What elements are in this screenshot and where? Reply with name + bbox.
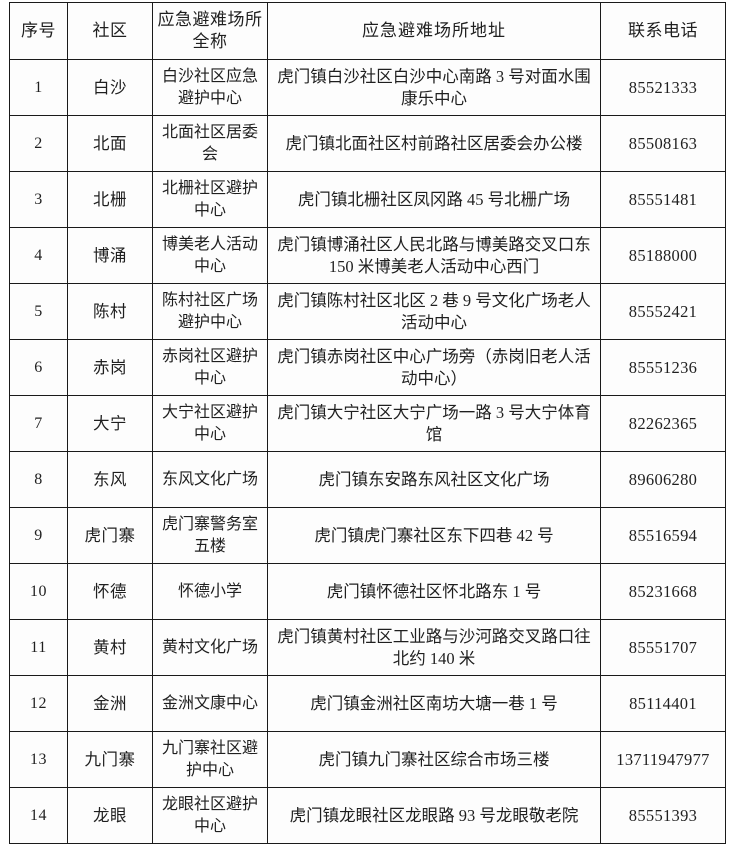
- row-contact-phone: 85231668: [600, 563, 726, 620]
- row-index: 14: [9, 787, 68, 844]
- row-shelter-name: 东风文化广场: [152, 451, 268, 508]
- table-header-row: 序号 社区 应急避难场所全称 应急避难场所地址 联系电话: [9, 2, 726, 60]
- row-shelter-name: 龙眼社区避护中心: [152, 787, 268, 844]
- column-header-shelter-name: 应急避难场所全称: [152, 2, 268, 60]
- column-header-community: 社区: [67, 2, 153, 60]
- row-index: 13: [9, 731, 68, 788]
- row-shelter-name: 虎门寨警务室五楼: [152, 507, 268, 564]
- table-row: 11 黄村 黄村文化广场 虎门镇黄村社区工业路与沙河路交叉路口往北约 140 米 855…: [9, 619, 726, 676]
- row-index: 6: [9, 339, 68, 396]
- row-community: 黄村: [67, 619, 153, 676]
- row-index: 9: [9, 507, 68, 564]
- row-shelter-name: 金洲文康中心: [152, 675, 268, 732]
- table-row: 4 博涌 博美老人活动中心 虎门镇博涌社区人民北路与博美路交叉口东 150 米博美老人…: [9, 227, 726, 284]
- row-shelter-address: 虎门镇北面社区村前路社区居委会办公楼: [267, 115, 601, 172]
- row-community: 博涌: [67, 227, 153, 284]
- row-community: 赤岗: [67, 339, 153, 396]
- row-index: 8: [9, 451, 68, 508]
- table-row: 14 龙眼 龙眼社区避护中心 虎门镇龙眼社区龙眼路 93 号龙眼敬老院 85551393: [9, 787, 726, 844]
- row-community: 北面: [67, 115, 153, 172]
- row-contact-phone: 85552421: [600, 283, 726, 340]
- row-shelter-address: 虎门镇黄村社区工业路与沙河路交叉路口往北约 140 米: [267, 619, 601, 676]
- row-contact-phone: 82262365: [600, 395, 726, 452]
- row-index: 4: [9, 227, 68, 284]
- row-shelter-address: 虎门镇东安路东风社区文化广场: [267, 451, 601, 508]
- table-row: 9 虎门寨 虎门寨警务室五楼 虎门镇虎门寨社区东下四巷 42 号 85516594: [9, 507, 726, 564]
- row-shelter-name: 北栅社区避护中心: [152, 171, 268, 228]
- row-index: 1: [9, 59, 68, 116]
- row-community: 白沙: [67, 59, 153, 116]
- row-contact-phone: 85508163: [600, 115, 726, 172]
- row-shelter-address: 虎门镇虎门寨社区东下四巷 42 号: [267, 507, 601, 564]
- row-index: 3: [9, 171, 68, 228]
- row-shelter-name: 北面社区居委会: [152, 115, 268, 172]
- table-header: 序号 社区 应急避难场所全称 应急避难场所地址 联系电话: [9, 2, 726, 60]
- row-shelter-address: 虎门镇龙眼社区龙眼路 93 号龙眼敬老院: [267, 787, 601, 844]
- table-row: 5 陈村 陈村社区广场避护中心 虎门镇陈村社区北区 2 巷 9 号文化广场老人活动中心…: [9, 283, 726, 340]
- row-shelter-address: 虎门镇九门寨社区综合市场三楼: [267, 731, 601, 788]
- row-contact-phone: 85521333: [600, 59, 726, 116]
- row-contact-phone: 85188000: [600, 227, 726, 284]
- table-row: 12 金洲 金洲文康中心 虎门镇金洲社区南坊大塘一巷 1 号 85114401: [9, 675, 726, 732]
- row-shelter-name: 九门寨社区避护中心: [152, 731, 268, 788]
- row-community: 金洲: [67, 675, 153, 732]
- table-row: 7 大宁 大宁社区避护中心 虎门镇大宁社区大宁广场一路 3 号大宁体育馆 8226236…: [9, 395, 726, 452]
- row-shelter-address: 虎门镇大宁社区大宁广场一路 3 号大宁体育馆: [267, 395, 601, 452]
- row-contact-phone: 85551481: [600, 171, 726, 228]
- emergency-shelter-table: 序号 社区 应急避难场所全称 应急避难场所地址 联系电话 1 白沙 白沙社区应急避护…: [9, 2, 726, 844]
- row-community: 北栅: [67, 171, 153, 228]
- row-index: 11: [9, 619, 68, 676]
- row-index: 10: [9, 563, 68, 620]
- table-row: 3 北栅 北栅社区避护中心 虎门镇北栅社区凤冈路 45 号北栅广场 85551481: [9, 171, 726, 228]
- row-contact-phone: 13711947977: [600, 731, 726, 788]
- row-shelter-name: 大宁社区避护中心: [152, 395, 268, 452]
- row-shelter-name: 白沙社区应急避护中心: [152, 59, 268, 116]
- row-community: 大宁: [67, 395, 153, 452]
- row-shelter-name: 黄村文化广场: [152, 619, 268, 676]
- row-index: 5: [9, 283, 68, 340]
- row-contact-phone: 85516594: [600, 507, 726, 564]
- row-shelter-name: 博美老人活动中心: [152, 227, 268, 284]
- row-contact-phone: 89606280: [600, 451, 726, 508]
- table-body: 1 白沙 白沙社区应急避护中心 虎门镇白沙社区白沙中心南路 3 号对面水围康乐中心 85…: [9, 59, 726, 844]
- row-shelter-address: 虎门镇博涌社区人民北路与博美路交叉口东 150 米博美老人活动中心西门: [267, 227, 601, 284]
- table-row: 2 北面 北面社区居委会 虎门镇北面社区村前路社区居委会办公楼 85508163: [9, 115, 726, 172]
- row-shelter-address: 虎门镇北栅社区凤冈路 45 号北栅广场: [267, 171, 601, 228]
- row-contact-phone: 85551393: [600, 787, 726, 844]
- row-shelter-address: 虎门镇赤岗社区中心广场旁（赤岗旧老人活动中心）: [267, 339, 601, 396]
- row-community: 龙眼: [67, 787, 153, 844]
- row-shelter-address: 虎门镇怀德社区怀北路东 1 号: [267, 563, 601, 620]
- table-row: 13 九门寨 九门寨社区避护中心 虎门镇九门寨社区综合市场三楼 13711947977: [9, 731, 726, 788]
- row-community: 东风: [67, 451, 153, 508]
- row-index: 12: [9, 675, 68, 732]
- table-row: 8 东风 东风文化广场 虎门镇东安路东风社区文化广场 89606280: [9, 451, 726, 508]
- row-contact-phone: 85114401: [600, 675, 726, 732]
- row-community: 陈村: [67, 283, 153, 340]
- row-contact-phone: 85551707: [600, 619, 726, 676]
- row-index: 7: [9, 395, 68, 452]
- column-header-index: 序号: [9, 2, 68, 60]
- row-shelter-address: 虎门镇陈村社区北区 2 巷 9 号文化广场老人活动中心: [267, 283, 601, 340]
- table-row: 10 怀德 怀德小学 虎门镇怀德社区怀北路东 1 号 85231668: [9, 563, 726, 620]
- row-contact-phone: 85551236: [600, 339, 726, 396]
- row-shelter-name: 陈村社区广场避护中心: [152, 283, 268, 340]
- table-row: 6 赤岗 赤岗社区避护中心 虎门镇赤岗社区中心广场旁（赤岗旧老人活动中心） 855512…: [9, 339, 726, 396]
- row-community: 九门寨: [67, 731, 153, 788]
- row-shelter-name: 赤岗社区避护中心: [152, 339, 268, 396]
- column-header-shelter-address: 应急避难场所地址: [267, 2, 601, 60]
- column-header-contact-phone: 联系电话: [600, 2, 726, 60]
- row-shelter-address: 虎门镇白沙社区白沙中心南路 3 号对面水围康乐中心: [267, 59, 601, 116]
- row-shelter-address: 虎门镇金洲社区南坊大塘一巷 1 号: [267, 675, 601, 732]
- row-shelter-name: 怀德小学: [152, 563, 268, 620]
- row-community: 虎门寨: [67, 507, 153, 564]
- row-community: 怀德: [67, 563, 153, 620]
- table-row: 1 白沙 白沙社区应急避护中心 虎门镇白沙社区白沙中心南路 3 号对面水围康乐中心 85…: [9, 59, 726, 116]
- row-index: 2: [9, 115, 68, 172]
